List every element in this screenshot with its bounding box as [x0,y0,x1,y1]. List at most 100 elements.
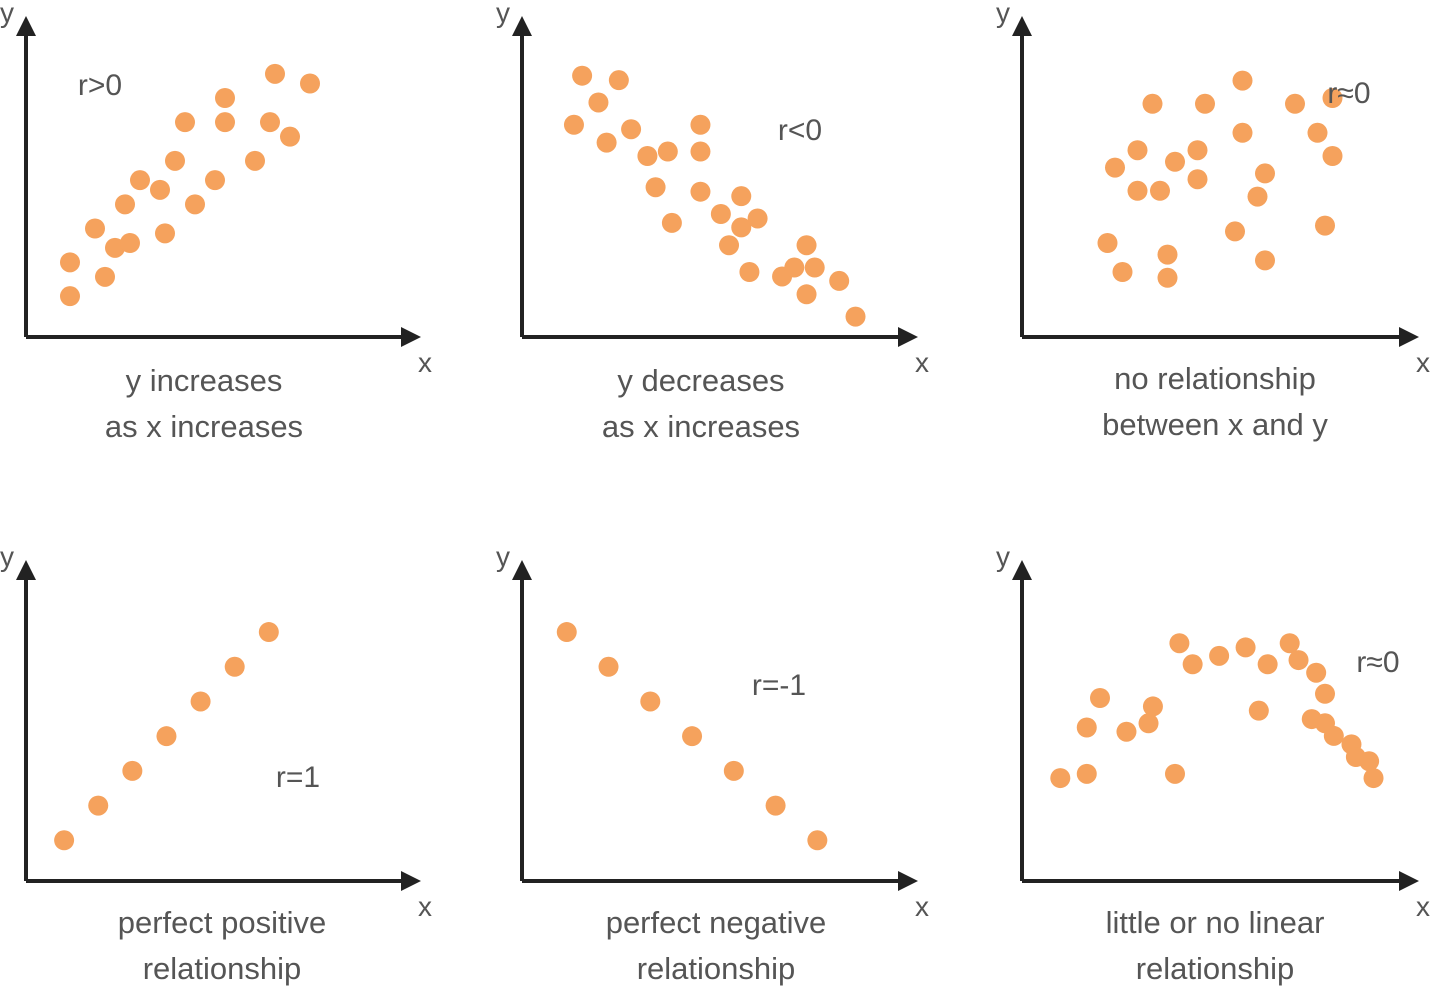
data-point [731,186,752,207]
x-axis-label: x [418,891,432,922]
data-point [1195,93,1215,114]
caption-line: perfect positive [118,905,327,940]
data-point [280,126,300,147]
x-axis-label: x [915,347,929,378]
data-point [1150,180,1170,201]
data-point [723,760,744,781]
y-axis-label: y [0,541,14,572]
data-point [165,150,185,171]
data-point [784,257,805,278]
data-point [1323,725,1344,746]
data-point [1142,696,1163,717]
data-point [1235,637,1256,658]
data-point [1279,633,1300,654]
data-point [1255,163,1275,184]
data-point [608,70,629,91]
data-point [747,208,768,229]
correlation-label: r≈0 [1327,77,1370,110]
data-point [265,63,285,84]
data-point [1322,88,1343,108]
data-point [1142,93,1163,114]
data-point [1209,645,1230,666]
data-point [1359,751,1380,772]
data-point [1187,140,1208,161]
data-point [1157,244,1178,265]
data-point [115,194,135,215]
x-axis-label: x [1416,347,1430,378]
y-axis-label: y [996,0,1010,28]
data-point [1247,186,1268,207]
data-point [1097,233,1118,253]
data-point [1248,700,1269,721]
caption-line: between x and y [1102,407,1328,442]
data-point [1257,654,1278,675]
data-point [300,73,320,94]
y-axis-label: y [0,0,14,28]
caption-line: relationship [143,951,302,986]
data-point [245,150,265,171]
y-axis-label: y [496,0,510,28]
data-point [1363,768,1384,789]
data-point [88,795,109,816]
correlation-label: r=1 [276,761,320,794]
data-point [1165,151,1185,172]
x-axis-label: x [418,347,432,378]
caption-line: little or no linear [1106,905,1325,940]
data-point [645,177,666,198]
scatter-panel-4: x y r=1 perfect positive relationship [0,541,432,986]
data-point [1116,721,1137,742]
data-point [804,257,825,278]
data-point [1322,146,1343,166]
scatter-panel-5: x y r=-1 perfect negative relationship [496,541,929,986]
scatter-panel-3: x y r≈0 no relationship between x and y [996,0,1430,442]
data-point [224,656,245,677]
data-point [710,204,731,224]
data-point [1090,688,1110,708]
data-point [1138,713,1159,734]
data-point [690,114,711,135]
data-point [1232,122,1253,143]
y-axis-label: y [996,541,1010,572]
data-point [1076,717,1097,738]
data-point [1187,169,1208,190]
data-point [563,114,584,135]
data-point [120,233,140,253]
data-point [1182,654,1203,675]
y-axis-label: y [496,541,510,572]
caption-line: y decreases [617,363,784,398]
data-point [150,179,170,200]
caption-line: relationship [637,951,796,986]
data-point [1232,70,1253,91]
data-point [1050,768,1071,789]
data-point [682,726,703,747]
data-point [1288,650,1309,671]
caption-line: as x increases [105,409,303,444]
data-point [258,622,279,643]
correlation-label: r=-1 [752,669,806,702]
data-point [122,760,143,781]
correlation-label: r<0 [778,114,822,147]
data-point [185,194,205,215]
data-point [690,181,711,202]
data-point [661,212,682,233]
data-point [1307,122,1328,143]
data-point [640,691,661,712]
scatter-panel-1: x y r>0 y increases as x increases [0,0,432,444]
data-point [1255,250,1275,271]
data-point [572,65,593,86]
data-point [596,132,617,153]
data-point [807,830,828,851]
x-axis-label: x [1416,891,1430,922]
data-point [739,262,760,282]
x-axis-label: x [915,891,929,922]
data-point [95,266,115,287]
data-point [60,286,80,307]
correlation-label: r≈0 [1356,646,1399,679]
data-point [130,170,150,191]
data-point [215,88,235,108]
data-point [190,691,211,712]
data-point [1169,633,1190,654]
data-point [1127,180,1148,201]
data-point [54,830,75,851]
data-point [1127,140,1148,161]
